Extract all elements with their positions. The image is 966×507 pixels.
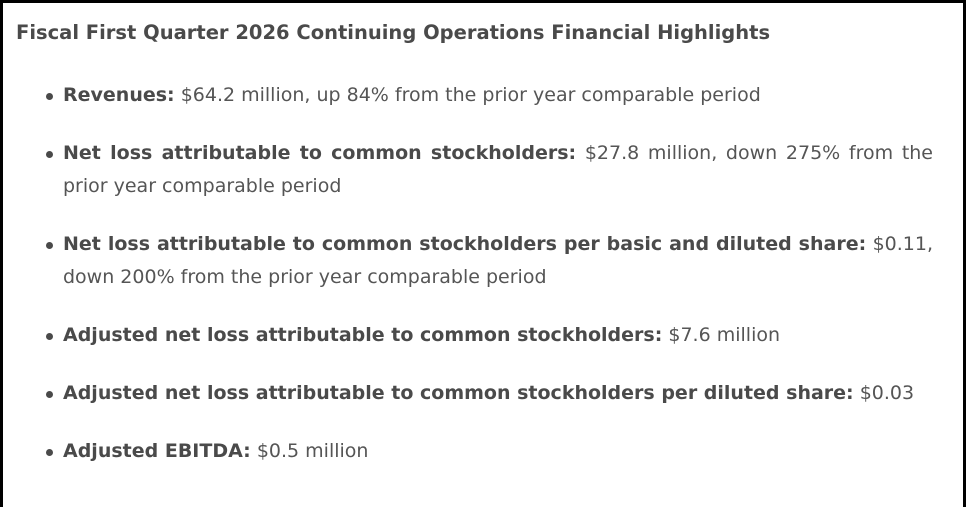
highlight-net-loss-per-share: Net loss attributable to common stockhol… [3,228,933,294]
highlight-value: $0.11, down 200% from the prior year com… [63,233,933,288]
highlight-label: Adjusted net loss attributable to common… [63,324,663,346]
highlight-value: $27.8 million, down 275% from the prior … [63,142,933,197]
highlight-adjusted-net-loss-per-share: Adjusted net loss attributable to common… [3,377,933,410]
highlight-label: Net loss attributable to common stockhol… [63,233,867,255]
highlight-label: Net loss attributable to common stockhol… [63,142,577,164]
section-title: Fiscal First Quarter 2026 Continuing Ope… [16,21,771,44]
highlight-label: Adjusted net loss attributable to common… [63,382,854,404]
highlight-revenues: Revenues: $64.2 million, up 84% from the… [3,79,933,112]
bullet-icon [46,333,53,340]
bullet-icon [46,391,53,398]
bullet-icon [46,151,53,158]
highlight-value: $0.5 million [256,440,369,462]
bullet-icon [46,242,53,249]
highlight-value: $0.03 [859,382,915,404]
highlight-label: Adjusted EBITDA: [63,440,251,462]
highlight-net-loss: Net loss attributable to common stockhol… [3,137,933,203]
highlight-adjusted-net-loss: Adjusted net loss attributable to common… [3,319,933,352]
highlights-panel: Fiscal First Quarter 2026 Continuing Ope… [3,3,963,507]
highlight-value: $7.6 million [668,324,781,346]
highlight-label: Revenues: [63,84,175,106]
highlights-list: Revenues: $64.2 million, up 84% from the… [3,79,963,493]
highlight-adjusted-ebitda: Adjusted EBITDA: $0.5 million [3,435,933,468]
bullet-icon [46,449,53,456]
highlight-value: $64.2 million, up 84% from the prior yea… [180,84,761,106]
bullet-icon [46,93,53,100]
